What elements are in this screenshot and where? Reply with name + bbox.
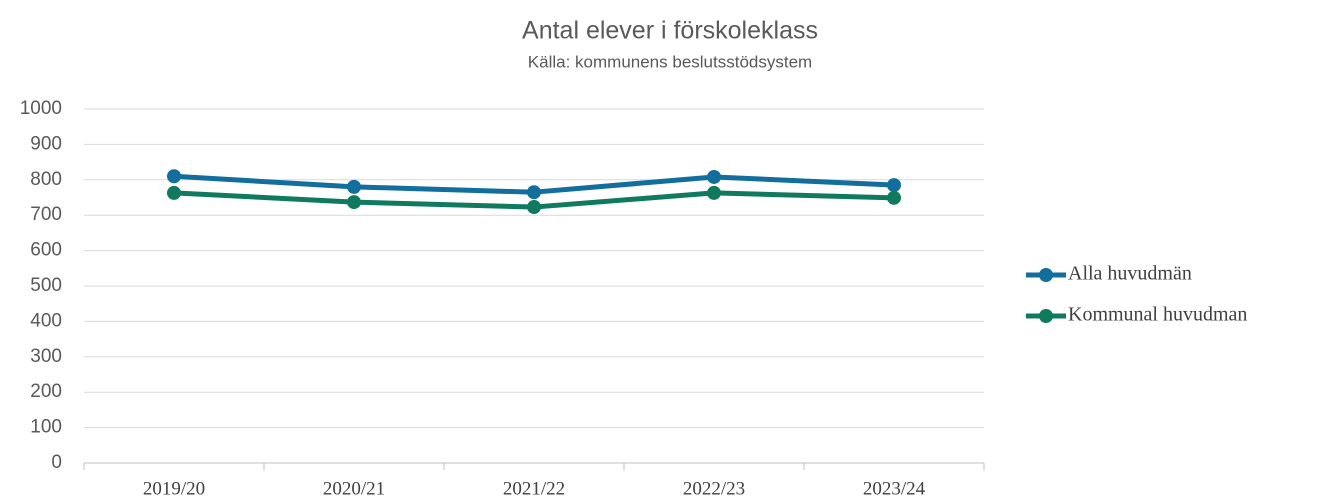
y-tick-label: 600 (30, 240, 62, 261)
x-tick-label: 2019/20 (143, 478, 205, 499)
legend-marker (1039, 309, 1053, 323)
y-tick-label: 800 (30, 169, 62, 190)
legend-label: Kommunal huvudman (1068, 304, 1247, 326)
data-point (707, 185, 721, 200)
data-point (347, 179, 361, 194)
x-tick-label: 2022/23 (683, 478, 745, 499)
y-tick-label: 200 (30, 381, 62, 402)
data-point (167, 185, 181, 200)
y-tick-label: 700 (30, 204, 62, 225)
chart-title: Antal elever i förskoleklass (522, 17, 818, 45)
data-point (887, 178, 901, 193)
y-tick-label: 0 (51, 452, 62, 473)
data-point (887, 190, 901, 205)
data-point (167, 169, 181, 184)
chart-subtitle: Källa: kommunens beslutsstödsystem (528, 52, 812, 71)
y-tick-label: 1000 (20, 98, 62, 119)
x-tick-label: 2023/24 (863, 478, 926, 499)
y-tick-label: 900 (30, 133, 62, 154)
data-point (347, 195, 361, 210)
y-tick-label: 500 (30, 275, 62, 296)
legend-label: Alla huvudmän (1068, 263, 1192, 285)
y-tick-label: 400 (30, 310, 62, 331)
data-point (527, 200, 541, 215)
x-tick-label: 2020/21 (323, 478, 385, 499)
data-point (707, 169, 721, 184)
data-point (527, 185, 541, 200)
x-tick-label: 2021/22 (503, 478, 565, 499)
y-tick-label: 300 (30, 346, 62, 367)
legend-marker (1039, 268, 1053, 282)
y-tick-label: 100 (30, 417, 62, 438)
